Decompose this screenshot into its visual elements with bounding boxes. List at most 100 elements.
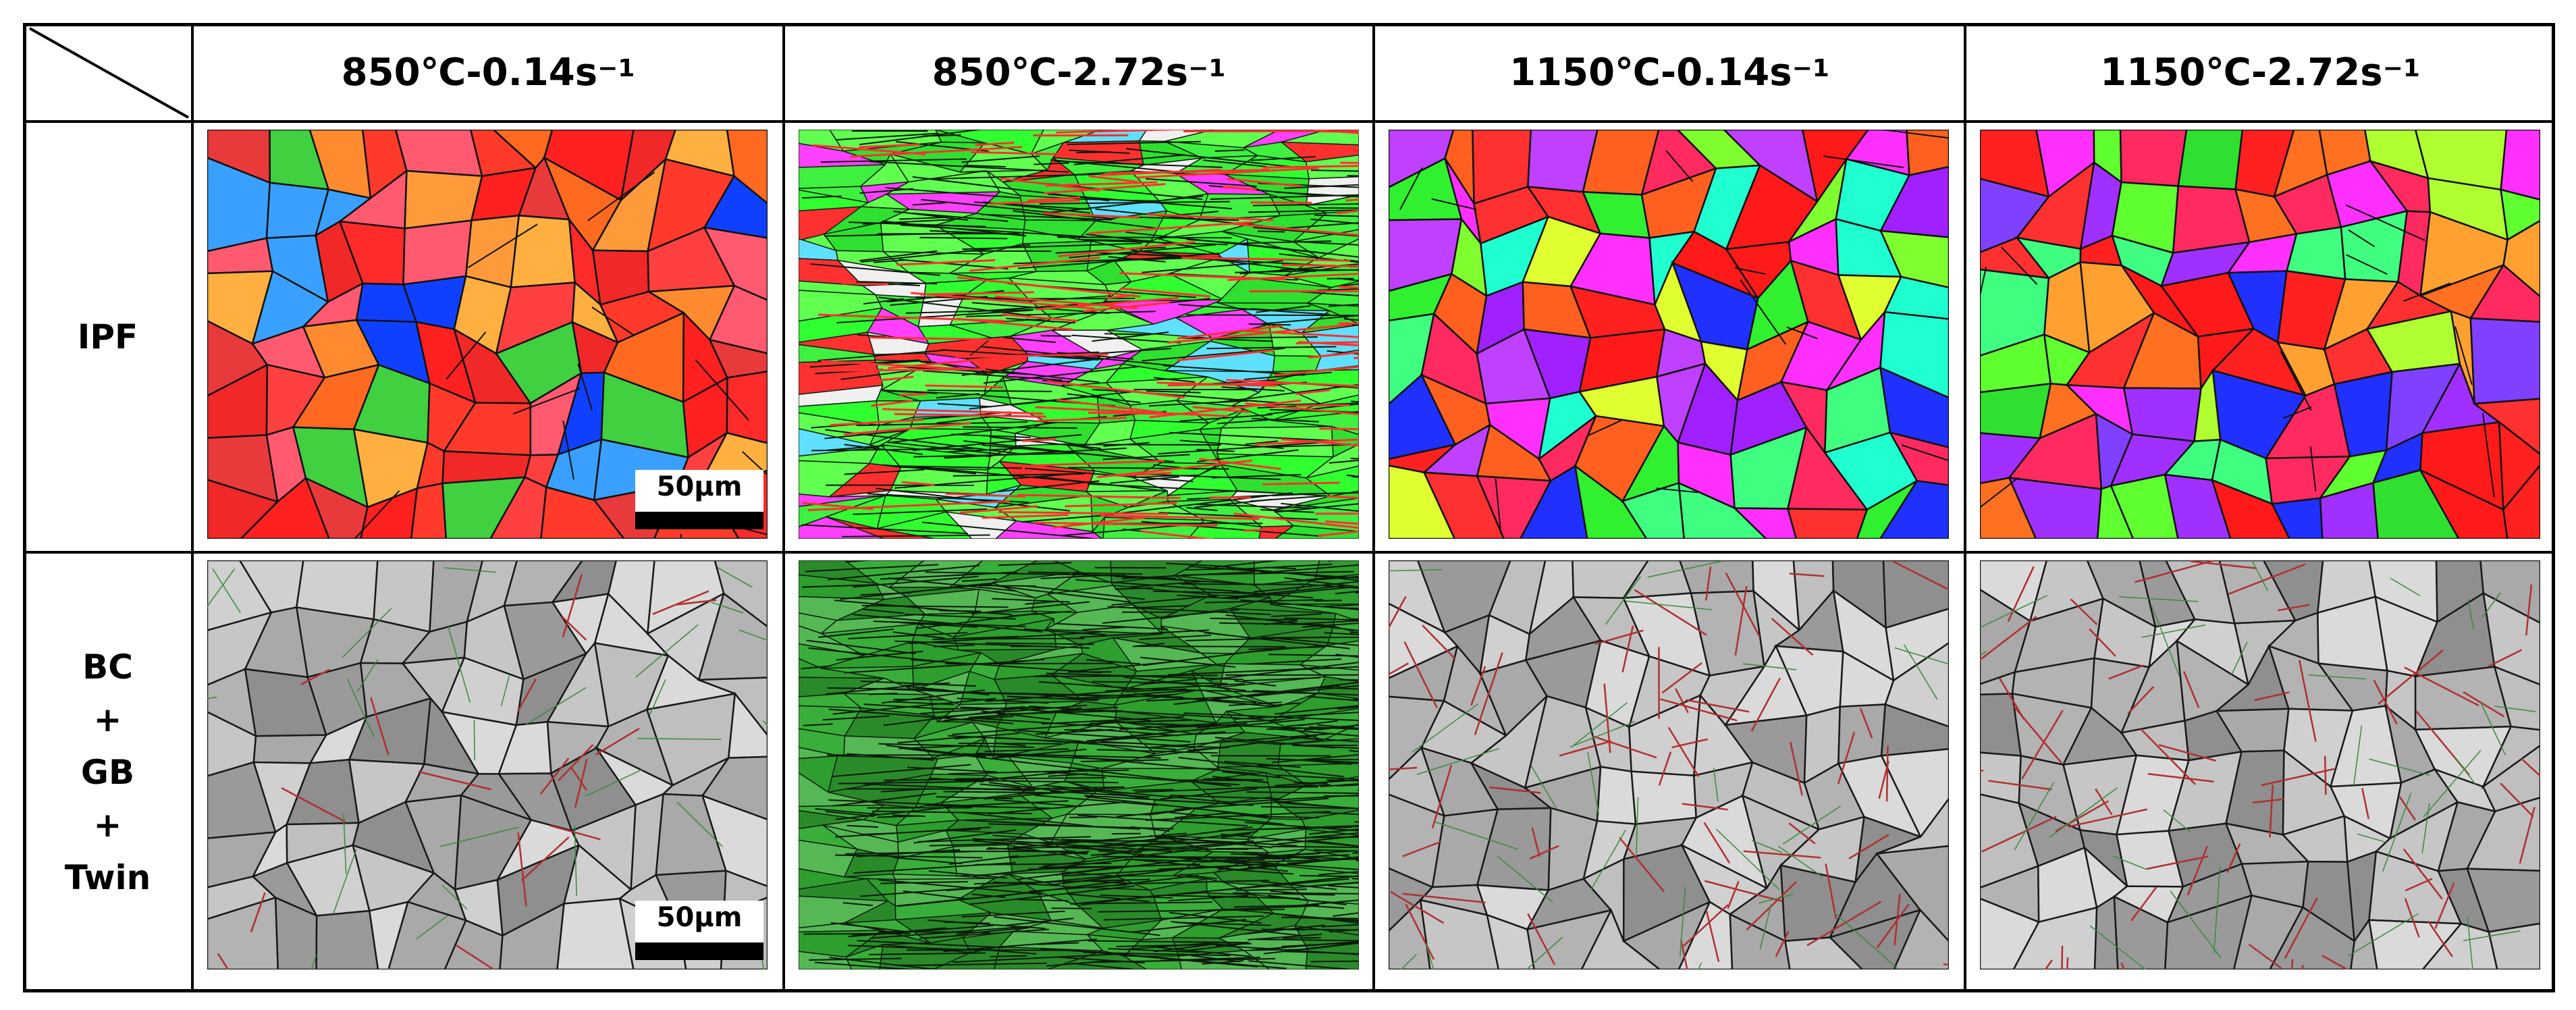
grain — [207, 479, 279, 539]
boundary — [1244, 924, 1325, 935]
boundary — [1295, 620, 1359, 625]
boundary — [1017, 494, 1181, 500]
boundary — [1209, 662, 1359, 681]
boundary — [1082, 626, 1127, 631]
boundary — [1100, 514, 1260, 521]
grain — [402, 219, 473, 286]
boundary — [1329, 459, 1359, 464]
boundary — [863, 783, 1036, 792]
boundary — [1660, 698, 1738, 722]
boundary — [1230, 858, 1359, 863]
boundary — [1167, 323, 1352, 344]
boundary — [835, 854, 983, 859]
boundary — [1302, 881, 1359, 888]
boundary — [2140, 728, 2197, 785]
boundary — [1667, 726, 1700, 778]
boundary — [1740, 280, 1787, 345]
grain — [2466, 868, 2540, 933]
boundary — [1263, 942, 1359, 955]
boundary — [893, 211, 969, 221]
boundary — [2254, 691, 2290, 701]
boundary — [960, 706, 1010, 710]
grain — [1880, 703, 1949, 757]
boundary — [577, 363, 593, 410]
boundary — [1072, 573, 1176, 579]
boundary — [952, 721, 1125, 735]
boundary — [1223, 794, 1359, 804]
grain — [1519, 464, 1588, 539]
grain — [315, 909, 379, 969]
boundary — [832, 697, 996, 715]
boundary — [894, 413, 1046, 418]
boundary — [1242, 851, 1320, 861]
boundary — [1759, 904, 1772, 950]
boundary — [1337, 209, 1359, 215]
boundary — [2278, 604, 2310, 612]
boundary — [868, 952, 986, 955]
boundary — [936, 796, 1013, 799]
boundary — [1116, 942, 1252, 948]
boundary — [981, 213, 1112, 221]
boundary — [1234, 680, 1277, 687]
boundary — [1088, 951, 1258, 967]
grain — [207, 896, 279, 969]
boundary — [2421, 803, 2430, 854]
boundary — [859, 130, 984, 146]
grain — [726, 130, 768, 205]
grain — [1272, 355, 1322, 373]
boundary — [2427, 920, 2453, 957]
boundary — [943, 938, 1098, 953]
boundary — [1337, 706, 1359, 710]
boundary — [2182, 670, 2200, 708]
boundary — [1248, 960, 1359, 969]
header-superscript: −1 — [1188, 54, 1226, 82]
column-header: 850℃-2.72s −1 — [784, 23, 1374, 122]
boundary — [832, 764, 971, 778]
boundary — [1264, 636, 1359, 639]
boundary — [1175, 812, 1234, 819]
boundary — [1179, 440, 1284, 450]
grain — [1279, 141, 1359, 163]
boundary — [1199, 458, 1281, 471]
boundary — [1125, 858, 1210, 863]
boundary — [1181, 257, 1351, 262]
boundary — [1318, 207, 1359, 209]
boundary — [998, 480, 1100, 493]
boundary — [2120, 962, 2125, 969]
boundary — [967, 779, 1119, 784]
grain — [1269, 369, 1359, 389]
grain — [1476, 475, 1553, 539]
boundary — [989, 436, 1102, 450]
boundary — [2357, 833, 2386, 843]
ipf-map: 50μm — [207, 130, 768, 539]
boundary — [871, 400, 913, 407]
boundary — [676, 801, 724, 847]
boundary — [1245, 402, 1359, 416]
grain — [1879, 311, 1949, 399]
boundary — [2070, 598, 2098, 625]
boundary — [928, 870, 1008, 879]
boundary — [1329, 928, 1359, 933]
boundary — [860, 884, 1014, 897]
column-header: 850℃-0.14s −1 — [192, 23, 784, 122]
boundary — [2283, 406, 2312, 419]
boundary — [901, 481, 935, 486]
grain — [727, 691, 768, 759]
boundary — [1146, 390, 1201, 394]
boundary — [1052, 516, 1146, 529]
boundary — [1295, 389, 1331, 396]
boundary — [805, 564, 939, 573]
grain — [2269, 906, 2356, 969]
column-header: 1150℃-2.72s −1 — [1965, 23, 2555, 122]
bc-map — [799, 560, 1359, 969]
boundary — [2373, 679, 2398, 725]
boundary — [821, 360, 961, 370]
boundary — [1091, 720, 1175, 726]
boundary — [207, 568, 236, 608]
header-text: 1150℃-2.72s — [2100, 50, 2383, 95]
boundary — [925, 805, 1052, 809]
micrograph — [1389, 130, 1949, 539]
grain — [2177, 130, 2244, 190]
boundary — [2269, 785, 2274, 838]
